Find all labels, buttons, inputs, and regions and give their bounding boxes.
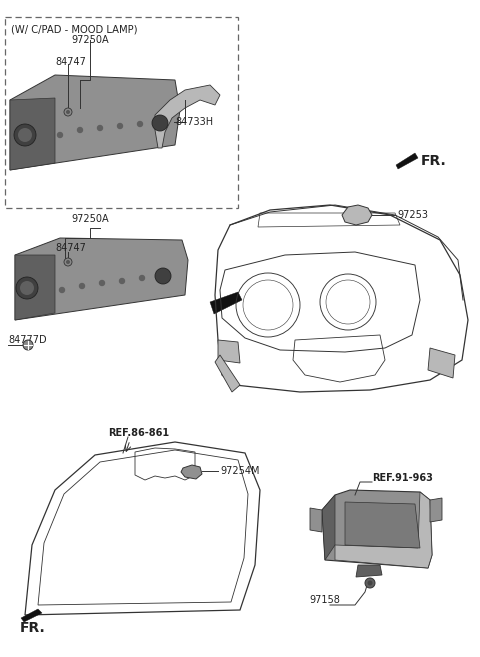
Text: 84733H: 84733H [175,117,213,127]
Text: 97253: 97253 [397,210,428,220]
Circle shape [77,127,83,133]
Circle shape [368,581,372,585]
Circle shape [20,281,34,295]
Circle shape [66,110,70,114]
Circle shape [365,578,375,588]
Polygon shape [356,565,382,577]
Polygon shape [10,98,55,170]
Circle shape [99,281,105,286]
Text: 97250A: 97250A [71,35,109,45]
Polygon shape [215,355,240,392]
Text: 97158: 97158 [310,595,340,605]
Polygon shape [21,609,42,622]
Circle shape [140,275,144,281]
Circle shape [16,277,38,299]
Text: 97250A: 97250A [71,214,109,224]
Polygon shape [430,498,442,522]
Circle shape [155,268,171,284]
Polygon shape [218,340,240,363]
Circle shape [80,284,84,288]
Text: 84747: 84747 [55,243,86,253]
Circle shape [97,125,103,131]
Circle shape [118,124,122,129]
Text: FR.: FR. [20,621,46,635]
Circle shape [66,260,70,264]
Text: (W/ C/PAD - MOOD LAMP): (W/ C/PAD - MOOD LAMP) [11,25,137,35]
Polygon shape [345,502,420,548]
Circle shape [23,340,33,350]
Text: REF.86-861: REF.86-861 [108,428,169,438]
Text: 97254M: 97254M [220,466,260,476]
Polygon shape [10,75,180,170]
Text: 84747: 84747 [55,57,86,67]
Polygon shape [155,85,220,148]
Polygon shape [15,255,55,320]
Polygon shape [335,492,432,568]
Text: FR.: FR. [421,154,447,168]
Circle shape [157,120,163,124]
Polygon shape [342,205,372,225]
Text: 84777D: 84777D [8,335,47,345]
Circle shape [14,124,36,146]
Polygon shape [396,153,418,169]
Text: REF.91-963: REF.91-963 [372,473,433,483]
Polygon shape [15,238,188,320]
Polygon shape [181,465,202,479]
Circle shape [18,128,32,142]
Polygon shape [428,348,455,378]
Circle shape [64,258,72,266]
Circle shape [137,122,143,127]
Circle shape [60,288,64,292]
Polygon shape [322,490,432,568]
Circle shape [120,279,124,284]
Polygon shape [210,292,242,314]
Polygon shape [310,508,322,532]
Circle shape [58,133,62,137]
Circle shape [64,108,72,116]
Circle shape [159,273,165,277]
Circle shape [152,115,168,131]
Polygon shape [322,495,335,560]
